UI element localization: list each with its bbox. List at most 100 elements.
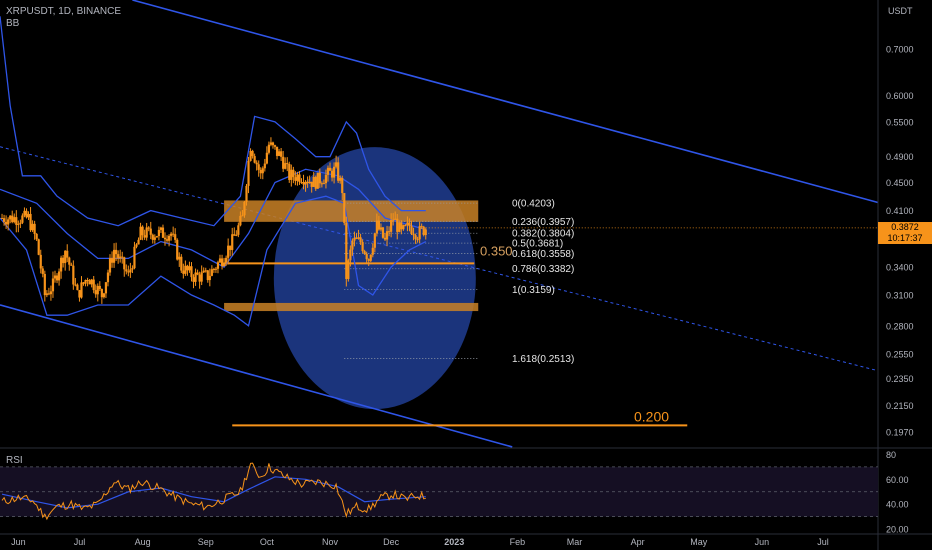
candle-body [110, 258, 114, 263]
candle-body [117, 254, 120, 259]
candle-body [163, 237, 167, 240]
candle-body [308, 181, 311, 184]
candle-body [298, 174, 301, 183]
candle-body [335, 162, 338, 167]
candle-body [286, 163, 289, 165]
candle-body [424, 229, 427, 236]
candle-body [363, 251, 366, 254]
price-tick-label-3: 0.4900 [886, 152, 914, 162]
time-tick-label-7: 2023 [444, 537, 464, 547]
candle-body [145, 227, 148, 238]
fib-zone-0 [224, 200, 479, 222]
candle-body [414, 235, 417, 240]
candle-body [273, 145, 277, 147]
candle-body [178, 256, 181, 260]
candle-body [45, 293, 48, 296]
candle-body [359, 237, 362, 243]
candle-body [396, 218, 399, 232]
candle-body [245, 185, 248, 202]
candle-body [131, 268, 134, 270]
time-tick-label-10: Apr [631, 537, 645, 547]
candle-body [172, 233, 175, 235]
candle-body [90, 279, 93, 285]
candle-body [19, 222, 22, 224]
candle-body [184, 265, 187, 274]
price-tick-label-10: 0.2350 [886, 374, 914, 384]
candle-body [2, 218, 6, 222]
price-tick-label-4: 0.4500 [886, 178, 914, 188]
candle-body [29, 213, 32, 231]
candle-body [25, 210, 28, 218]
candle-body [400, 222, 403, 230]
candle-body [167, 235, 171, 241]
candle-body [210, 269, 213, 276]
channel-upper-line [132, 0, 879, 204]
rsi-pane: RSI 80 60.00 40.00 20.00 [0, 450, 909, 535]
candle-body [84, 280, 87, 284]
time-tick-label-1: Jul [74, 537, 86, 547]
current-price-tag: 0.3872 10:17:37 [878, 222, 932, 244]
candle-body [31, 223, 34, 231]
price-tick-label-6: 0.3400 [886, 263, 914, 273]
candle-body [86, 280, 89, 282]
price-tick-label-2: 0.5500 [886, 117, 914, 127]
candle-body [229, 245, 232, 250]
candle-body [66, 250, 69, 258]
candle-body [180, 256, 183, 271]
fib-label-7: 1.618(0.2513) [512, 354, 574, 365]
currency-label: USDT [888, 6, 913, 16]
candle-body [263, 163, 266, 169]
candle-body [51, 278, 55, 292]
bar-countdown: 10:17:37 [887, 233, 923, 243]
rsi-title: RSI [6, 455, 23, 466]
candle-body [275, 146, 279, 156]
candle-body [192, 277, 195, 282]
candle-body [259, 169, 262, 174]
candle-body [300, 182, 303, 184]
candle-body [367, 259, 370, 261]
target-label: 0.200 [634, 408, 669, 424]
candle-body [216, 262, 220, 269]
candle-body [9, 215, 12, 220]
candle-body [143, 235, 146, 238]
candle-body [137, 239, 140, 245]
candle-body [251, 150, 254, 157]
fib-label-5: 0.786(0.3382) [512, 264, 574, 275]
candle-body [394, 218, 397, 220]
candle-body [202, 270, 205, 273]
price-tick-label-0: 0.7000 [886, 45, 914, 55]
candle-body [165, 239, 169, 241]
candle-body [332, 166, 336, 178]
candle-body [17, 223, 20, 225]
candle-body [123, 257, 126, 270]
candle-body [208, 275, 211, 281]
candle-body [231, 234, 234, 250]
candle-body [227, 245, 230, 258]
candle-body [161, 227, 165, 238]
candle-body [316, 172, 319, 189]
bb-basis [0, 168, 426, 268]
time-axis: Jun Jul Aug Sep Oct Nov Dec 2023 Feb Mar Apr May Jun… [0, 533, 932, 547]
candle-body [318, 172, 321, 184]
candle-body [0, 218, 4, 220]
fib-label-2: 0.382(0.3804) [512, 229, 574, 240]
candle-body [212, 268, 215, 270]
fib-label-6: 1(0.3159) [512, 285, 555, 296]
price-tick-label-5: 0.4100 [886, 206, 914, 216]
candle-body [174, 234, 177, 240]
candle-body [49, 291, 53, 295]
candle-body [375, 220, 378, 234]
candle-body [312, 176, 315, 187]
indicator-label: BB [6, 18, 20, 29]
candle-body [233, 234, 236, 236]
candles-layer [0, 137, 878, 304]
candle-body [222, 262, 226, 267]
time-tick-label-12: Jun [755, 537, 770, 547]
candle-body [402, 225, 405, 230]
candle-body [62, 257, 65, 264]
candle-body [157, 229, 160, 237]
candle-body [47, 293, 50, 295]
rsi-tick-label-1: 60.00 [886, 475, 909, 485]
candle-body [112, 249, 116, 263]
